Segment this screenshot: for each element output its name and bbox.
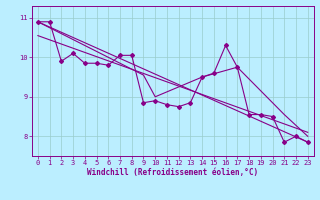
X-axis label: Windchill (Refroidissement éolien,°C): Windchill (Refroidissement éolien,°C) bbox=[87, 168, 258, 177]
